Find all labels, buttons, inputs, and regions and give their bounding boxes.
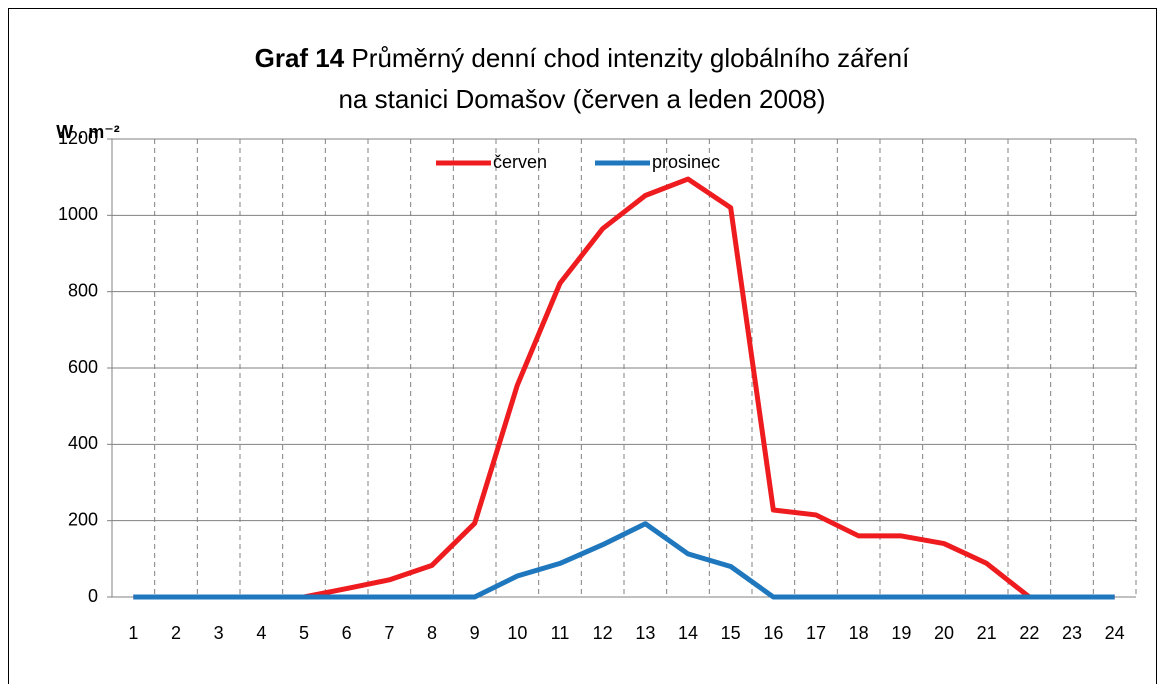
x-tick-label: 17 [806, 623, 826, 643]
x-tick-label: 13 [635, 623, 655, 643]
y-tick-label: 400 [68, 433, 98, 453]
legend-label: červen [493, 152, 547, 172]
x-tick-label: 21 [977, 623, 997, 643]
x-tick-label: 24 [1105, 623, 1125, 643]
x-tick-label: 19 [891, 623, 911, 643]
x-tick-label: 1 [128, 623, 138, 643]
x-tick-label: 20 [934, 623, 954, 643]
x-tick-label: 22 [1019, 623, 1039, 643]
x-tick-label: 18 [849, 623, 869, 643]
y-tick-label: 600 [68, 357, 98, 377]
x-tick-label: 7 [384, 623, 394, 643]
title-space [344, 43, 351, 73]
x-tick-label: 2 [171, 623, 181, 643]
x-tick-label: 12 [593, 623, 613, 643]
y-tick-label: 1000 [58, 204, 98, 224]
chart-title: na stanici Domašov (červen a leden 2008) [338, 84, 825, 114]
x-tick-label: 9 [470, 623, 480, 643]
legend-label: prosinec [652, 152, 720, 172]
x-tick-label: 23 [1062, 623, 1082, 643]
x-tick-label: 14 [678, 623, 698, 643]
x-tick-label: 10 [507, 623, 527, 643]
x-tick-label: 4 [256, 623, 266, 643]
x-tick-label: 11 [551, 623, 570, 643]
title-line: Průměrný denní chod intenzity globálního… [351, 43, 910, 73]
x-tick-label: 16 [763, 623, 783, 643]
x-tick-label: 8 [427, 623, 437, 643]
x-tick-label: 5 [299, 623, 309, 643]
x-tick-label: 3 [214, 623, 224, 643]
x-tick-label: 6 [342, 623, 352, 643]
y-axis-label: W . m⁻² [56, 122, 120, 142]
y-tick-label: 200 [68, 509, 98, 529]
y-tick-label: 0 [88, 586, 98, 606]
y-tick-label: 1200 [58, 128, 98, 148]
x-tick-label: 15 [721, 623, 741, 643]
y-tick-label: 800 [68, 280, 98, 300]
chart-title: Graf 14 Průměrný denní chod intenzity gl… [255, 43, 911, 73]
series-line [133, 521, 1115, 600]
title-prefix: Graf 14 [255, 43, 345, 73]
